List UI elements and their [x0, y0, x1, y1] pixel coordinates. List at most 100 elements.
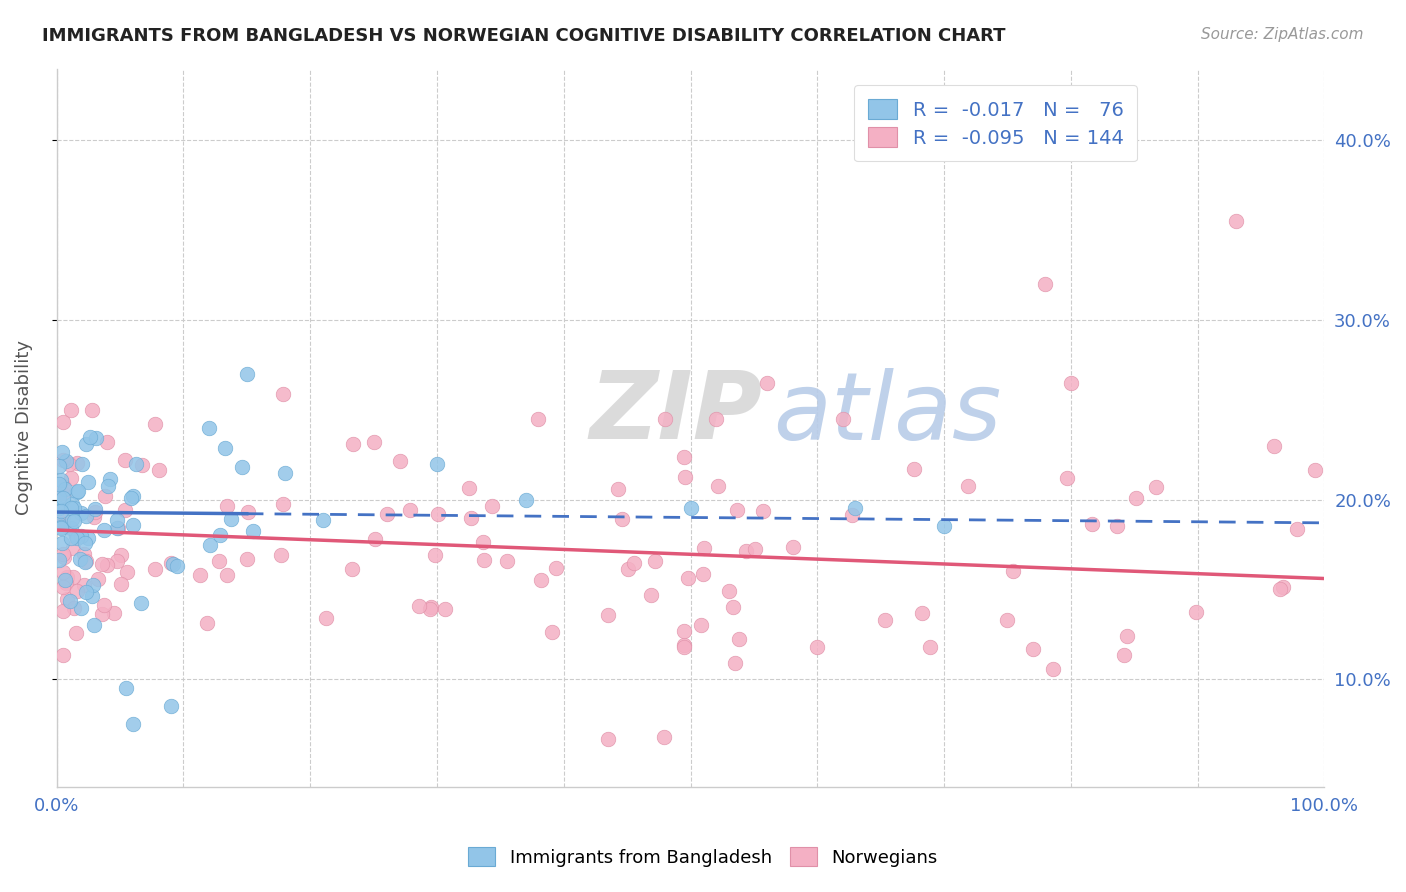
Point — [56, 569, 79, 583]
Point — [679, 501, 702, 516]
Point — [806, 640, 828, 655]
Point — [49, 520, 72, 534]
Point — [160, 556, 183, 570]
Point — [596, 731, 619, 746]
Point — [52, 516, 75, 531]
Point — [312, 513, 335, 527]
Point — [208, 554, 231, 568]
Y-axis label: Cognitive Disability: Cognitive Disability — [15, 340, 32, 516]
Point — [1263, 439, 1285, 453]
Point — [91, 557, 114, 571]
Point — [515, 492, 537, 507]
Point — [342, 562, 364, 576]
Point — [66, 485, 89, 500]
Point — [84, 505, 107, 519]
Point — [110, 548, 132, 562]
Point — [83, 510, 105, 524]
Point — [63, 515, 86, 529]
Point — [195, 615, 218, 630]
Point — [460, 511, 482, 525]
Point — [48, 553, 70, 567]
Point — [52, 581, 75, 595]
Point — [188, 568, 211, 582]
Point — [672, 624, 695, 638]
Point — [75, 554, 97, 568]
Point — [911, 606, 934, 620]
Point — [69, 600, 91, 615]
Point — [458, 481, 481, 495]
Point — [107, 521, 129, 535]
Point — [52, 604, 75, 618]
Point — [52, 415, 75, 429]
Point — [52, 491, 75, 505]
Point — [238, 505, 260, 519]
Point — [105, 521, 128, 535]
Point — [48, 501, 70, 516]
Point — [271, 497, 294, 511]
Point — [1002, 564, 1025, 578]
Point — [55, 575, 77, 590]
Point — [721, 600, 744, 615]
Point — [148, 463, 170, 477]
Point — [673, 450, 696, 464]
Point — [231, 460, 253, 475]
Point — [1125, 491, 1147, 505]
Point — [427, 508, 450, 522]
Point — [419, 599, 441, 614]
Point — [481, 499, 503, 513]
Point — [215, 499, 238, 513]
Point — [59, 471, 82, 485]
Point — [60, 500, 83, 515]
Point — [49, 504, 72, 518]
Point — [530, 573, 553, 587]
Point — [79, 429, 101, 443]
Point — [1272, 580, 1295, 594]
Point — [52, 547, 75, 561]
Point — [52, 648, 75, 662]
Point — [131, 458, 153, 472]
Point — [75, 509, 97, 524]
Point — [831, 411, 853, 425]
Point — [67, 483, 90, 498]
Point — [124, 458, 146, 472]
Point — [93, 598, 115, 612]
Point — [66, 457, 89, 471]
Point — [1225, 214, 1247, 228]
Point — [541, 624, 564, 639]
Point — [75, 555, 97, 569]
Point — [1303, 462, 1326, 476]
Point — [62, 512, 84, 526]
Point — [841, 508, 863, 522]
Point — [209, 528, 232, 542]
Point — [315, 610, 337, 624]
Point — [52, 485, 75, 500]
Point — [53, 573, 76, 587]
Point — [1035, 277, 1057, 291]
Point — [918, 640, 941, 654]
Point — [49, 521, 72, 535]
Text: ZIP: ZIP — [589, 368, 762, 459]
Point — [55, 454, 77, 468]
Point — [82, 577, 104, 591]
Legend: R =  -0.017   N =   76, R =  -0.095   N = 144: R = -0.017 N = 76, R = -0.095 N = 144 — [855, 86, 1137, 161]
Point — [121, 717, 143, 731]
Point — [236, 367, 259, 381]
Point — [419, 602, 441, 616]
Point — [105, 513, 128, 527]
Point — [215, 568, 238, 582]
Point — [97, 479, 120, 493]
Point — [932, 519, 955, 533]
Point — [65, 625, 87, 640]
Point — [51, 473, 73, 487]
Point — [676, 571, 699, 585]
Point — [672, 640, 695, 654]
Point — [69, 529, 91, 543]
Text: atlas: atlas — [773, 368, 1001, 458]
Point — [527, 411, 550, 425]
Point — [75, 584, 97, 599]
Point — [59, 520, 82, 534]
Point — [1268, 582, 1291, 596]
Point — [52, 479, 75, 493]
Point — [606, 483, 628, 497]
Point — [52, 453, 75, 467]
